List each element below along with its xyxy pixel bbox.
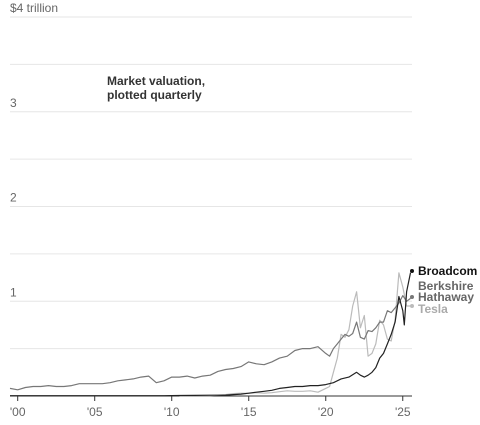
- berkshire-end-dot: [410, 295, 414, 299]
- series-line-broadcom: [10, 272, 412, 397]
- broadcom-end-dot: [410, 269, 414, 273]
- x-tick-label: '25: [395, 405, 411, 419]
- annotation-line-2: plotted quarterly: [107, 88, 202, 102]
- y-tick-label: 1: [10, 285, 17, 299]
- label-broadcom: Broadcom: [418, 264, 477, 278]
- label-berkshire-line-1: Berkshire: [418, 279, 474, 293]
- y-gridlines: [10, 16, 412, 350]
- label-berkshire-line-2: Hathaway: [418, 290, 474, 304]
- annotation-line-1: Market valuation,: [107, 74, 205, 88]
- x-tick-label: '10: [164, 405, 180, 419]
- tesla-end-dot: [410, 304, 414, 308]
- series-line-tesla: [179, 272, 411, 397]
- y-tick-label: 3: [10, 96, 17, 110]
- x-tick-label: '15: [241, 405, 257, 419]
- y-tick-label: 2: [10, 191, 17, 205]
- x-tick-label: '20: [318, 405, 334, 419]
- y-tick-labels: $4 trillion 3 2 1: [10, 1, 58, 299]
- chart-annotation: Market valuation, plotted quarterly: [107, 74, 205, 102]
- series-end-labels: Broadcom Berkshire Hathaway Tesla: [410, 264, 477, 316]
- x-tick-label: '05: [87, 405, 103, 419]
- label-tesla: Tesla: [418, 302, 448, 316]
- series-lines: [9, 272, 412, 397]
- x-tick-label: '00: [10, 405, 26, 419]
- x-axis: '00 '05 '10 '15 '20 '25: [10, 395, 412, 419]
- y-tick-label: $4 trillion: [10, 1, 58, 15]
- series-line-berkshire-hathaway: [9, 295, 411, 391]
